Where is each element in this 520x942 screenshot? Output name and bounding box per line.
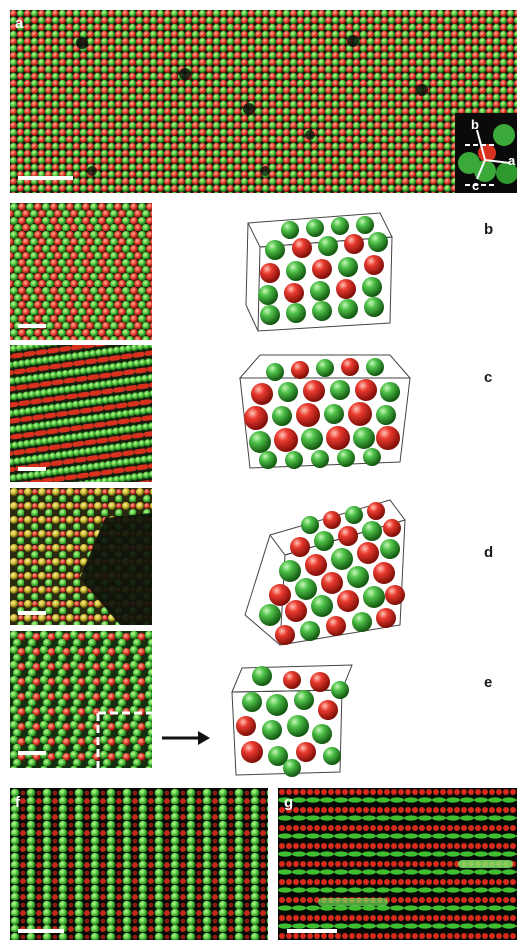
scale-bar-d [18, 611, 46, 615]
defect-void [80, 513, 152, 625]
panel-label-d: d [484, 544, 494, 561]
zoom-region-outline [96, 711, 152, 768]
panel-label-g: g [284, 794, 294, 811]
panel-e-micrograph [10, 631, 152, 768]
scale-bar-a [18, 176, 73, 180]
panel-label-b: b [484, 221, 494, 238]
inset-axis-label-a: a [508, 153, 516, 168]
inset-axis-label-c: c [472, 178, 480, 193]
panel-a-inset-unit-cell [455, 113, 517, 193]
model-d-crystal [244, 499, 406, 646]
scale-bar-g [287, 929, 337, 933]
panel-label-e: e [484, 674, 493, 691]
model-d-spheres [259, 502, 405, 645]
panel-c-micrograph [10, 345, 152, 482]
scale-bar-f [18, 929, 64, 933]
panel-label-f: f [15, 794, 20, 811]
panel-d-micrograph [10, 488, 152, 625]
panel-label-c: c [484, 369, 493, 386]
arrow-to-model-e [162, 731, 210, 745]
model-c-spheres [244, 358, 400, 469]
model-e-spheres [236, 666, 349, 777]
model-b-crystal [245, 212, 393, 332]
model-e-cluster [231, 664, 353, 777]
scale-bar-c [18, 467, 46, 471]
panel-a-micrograph [10, 10, 517, 193]
panel-label-a: a [15, 15, 24, 32]
panel-b-micrograph [10, 203, 152, 340]
model-b-spheres [258, 216, 388, 325]
panel-g-micrograph [278, 788, 517, 940]
axis-c-arrow [476, 159, 486, 180]
panel-f-micrograph [10, 788, 268, 940]
scale-bar-e [18, 751, 46, 755]
model-c-crystal [238, 354, 412, 469]
scale-bar-b [18, 324, 46, 328]
inset-axis-label-b: b [471, 117, 479, 132]
axis-a-arrow [484, 159, 511, 164]
